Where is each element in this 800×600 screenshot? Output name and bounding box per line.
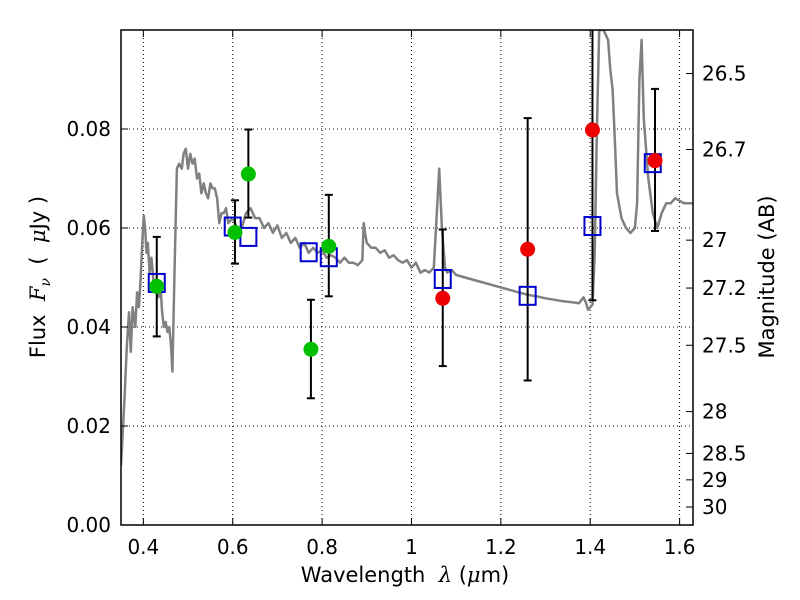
optical-data-point: [321, 238, 337, 254]
nir-data-point: [647, 153, 663, 169]
y2-tick-label: 26.7: [702, 137, 747, 161]
x-tick-label: 1.6: [664, 535, 696, 559]
nir-data-point: [520, 241, 536, 257]
y2-tick-label: 28: [702, 400, 727, 424]
x-tick-label: 0.8: [306, 535, 338, 559]
plot-area: [121, 30, 693, 466]
model-spectrum-line: [121, 30, 693, 466]
optical-data-point: [303, 341, 319, 357]
y2-tick-label: 28.5: [702, 441, 747, 465]
y-tick-label: 0.08: [66, 117, 111, 141]
y-tick-label: 0.04: [66, 315, 111, 339]
optical-data-point: [149, 278, 165, 294]
model-photometry-square: [433, 268, 452, 289]
x-tick-label: 1: [405, 535, 418, 559]
nir-data-point: [584, 122, 600, 138]
y-axis-label: Flux Fν ( μJy ): [26, 196, 54, 358]
optical-data-point: [227, 224, 243, 240]
y2-tick-label: 26.5: [702, 62, 747, 86]
y-tick-label: 0.06: [66, 216, 111, 240]
model-photometry-square: [583, 216, 602, 237]
y2-tick-label: 27.2: [702, 276, 747, 300]
y2-tick-label: 27.5: [702, 333, 747, 357]
optical-data-point: [240, 166, 256, 182]
x-tick-label: 0.6: [217, 535, 249, 559]
x-axis-label: Wavelength λ (μm): [301, 563, 509, 587]
model-photometry-square: [518, 285, 537, 306]
nir-data-point: [435, 290, 451, 306]
plot-frame: [120, 29, 694, 526]
x-tick-label: 1.4: [574, 535, 606, 559]
axis-ticks: [121, 30, 693, 526]
y2-tick-label: 30: [702, 495, 727, 519]
x-tick-label: 0.4: [127, 535, 159, 559]
x-tick-label: 1.2: [485, 535, 517, 559]
model-photometry-square: [299, 242, 318, 263]
y-tick-label: 0.02: [66, 414, 111, 438]
y2-axis-label: Magnitude (AB): [755, 195, 779, 358]
y-tick-label: 0.00: [66, 513, 111, 537]
y2-tick-label: 27: [702, 228, 727, 252]
y2-tick-label: 29: [702, 468, 727, 492]
